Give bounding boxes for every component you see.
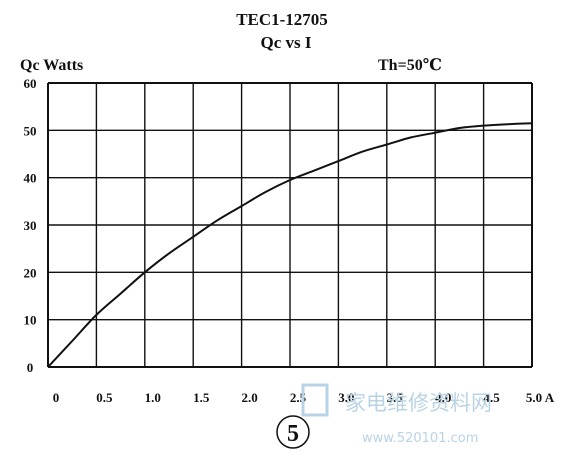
y-tick-label: 30	[24, 218, 37, 233]
x-tick-label: 5.0 A	[526, 390, 555, 405]
watermark-url: www.520101.com	[362, 431, 478, 446]
y-axis-label: Qc Watts	[20, 57, 83, 74]
x-tick-label: 2.0	[241, 390, 257, 405]
y-tick-label: 20	[24, 265, 37, 280]
x-tick-label: 3.5	[387, 390, 404, 405]
watermark-logo-mark	[301, 383, 329, 417]
page-number-circle	[276, 415, 310, 449]
y-tick-label: 10	[24, 313, 37, 328]
x-tick-label: 4.5	[483, 390, 500, 405]
plot-grid	[47, 82, 533, 368]
y-tick-label: 0	[27, 360, 34, 375]
y-tick-labels: 0 10 20 30 40 50 60	[24, 76, 37, 375]
chart-subtitle: Qc vs I	[261, 33, 312, 52]
y-tick-label: 60	[24, 76, 37, 91]
watermark: 家电维修资料网 www.520101.com	[301, 383, 492, 446]
page-number: 5	[287, 421, 299, 447]
chart-title: TEC1-12705	[236, 10, 328, 29]
x-tick-label: 3.0	[338, 390, 354, 405]
x-tick-label: 1.0	[145, 390, 161, 405]
watermark-text: 家电维修资料网	[345, 391, 492, 415]
qc-curve-line	[47, 122, 533, 368]
x-tick-label: 0.5	[96, 390, 113, 405]
condition-annotation: Th=50℃	[378, 57, 442, 74]
x-tick-labels: 0 0.5 1.0 1.5 2.0 2.5 3.0 3.5 4.0 4.5 5.0 A	[53, 390, 555, 405]
y-tick-label: 50	[24, 123, 37, 138]
x-tick-label: 4.0	[435, 390, 451, 405]
x-tick-label: 0	[53, 390, 60, 405]
x-tick-label: 1.5	[193, 390, 210, 405]
y-tick-label: 40	[24, 171, 37, 186]
